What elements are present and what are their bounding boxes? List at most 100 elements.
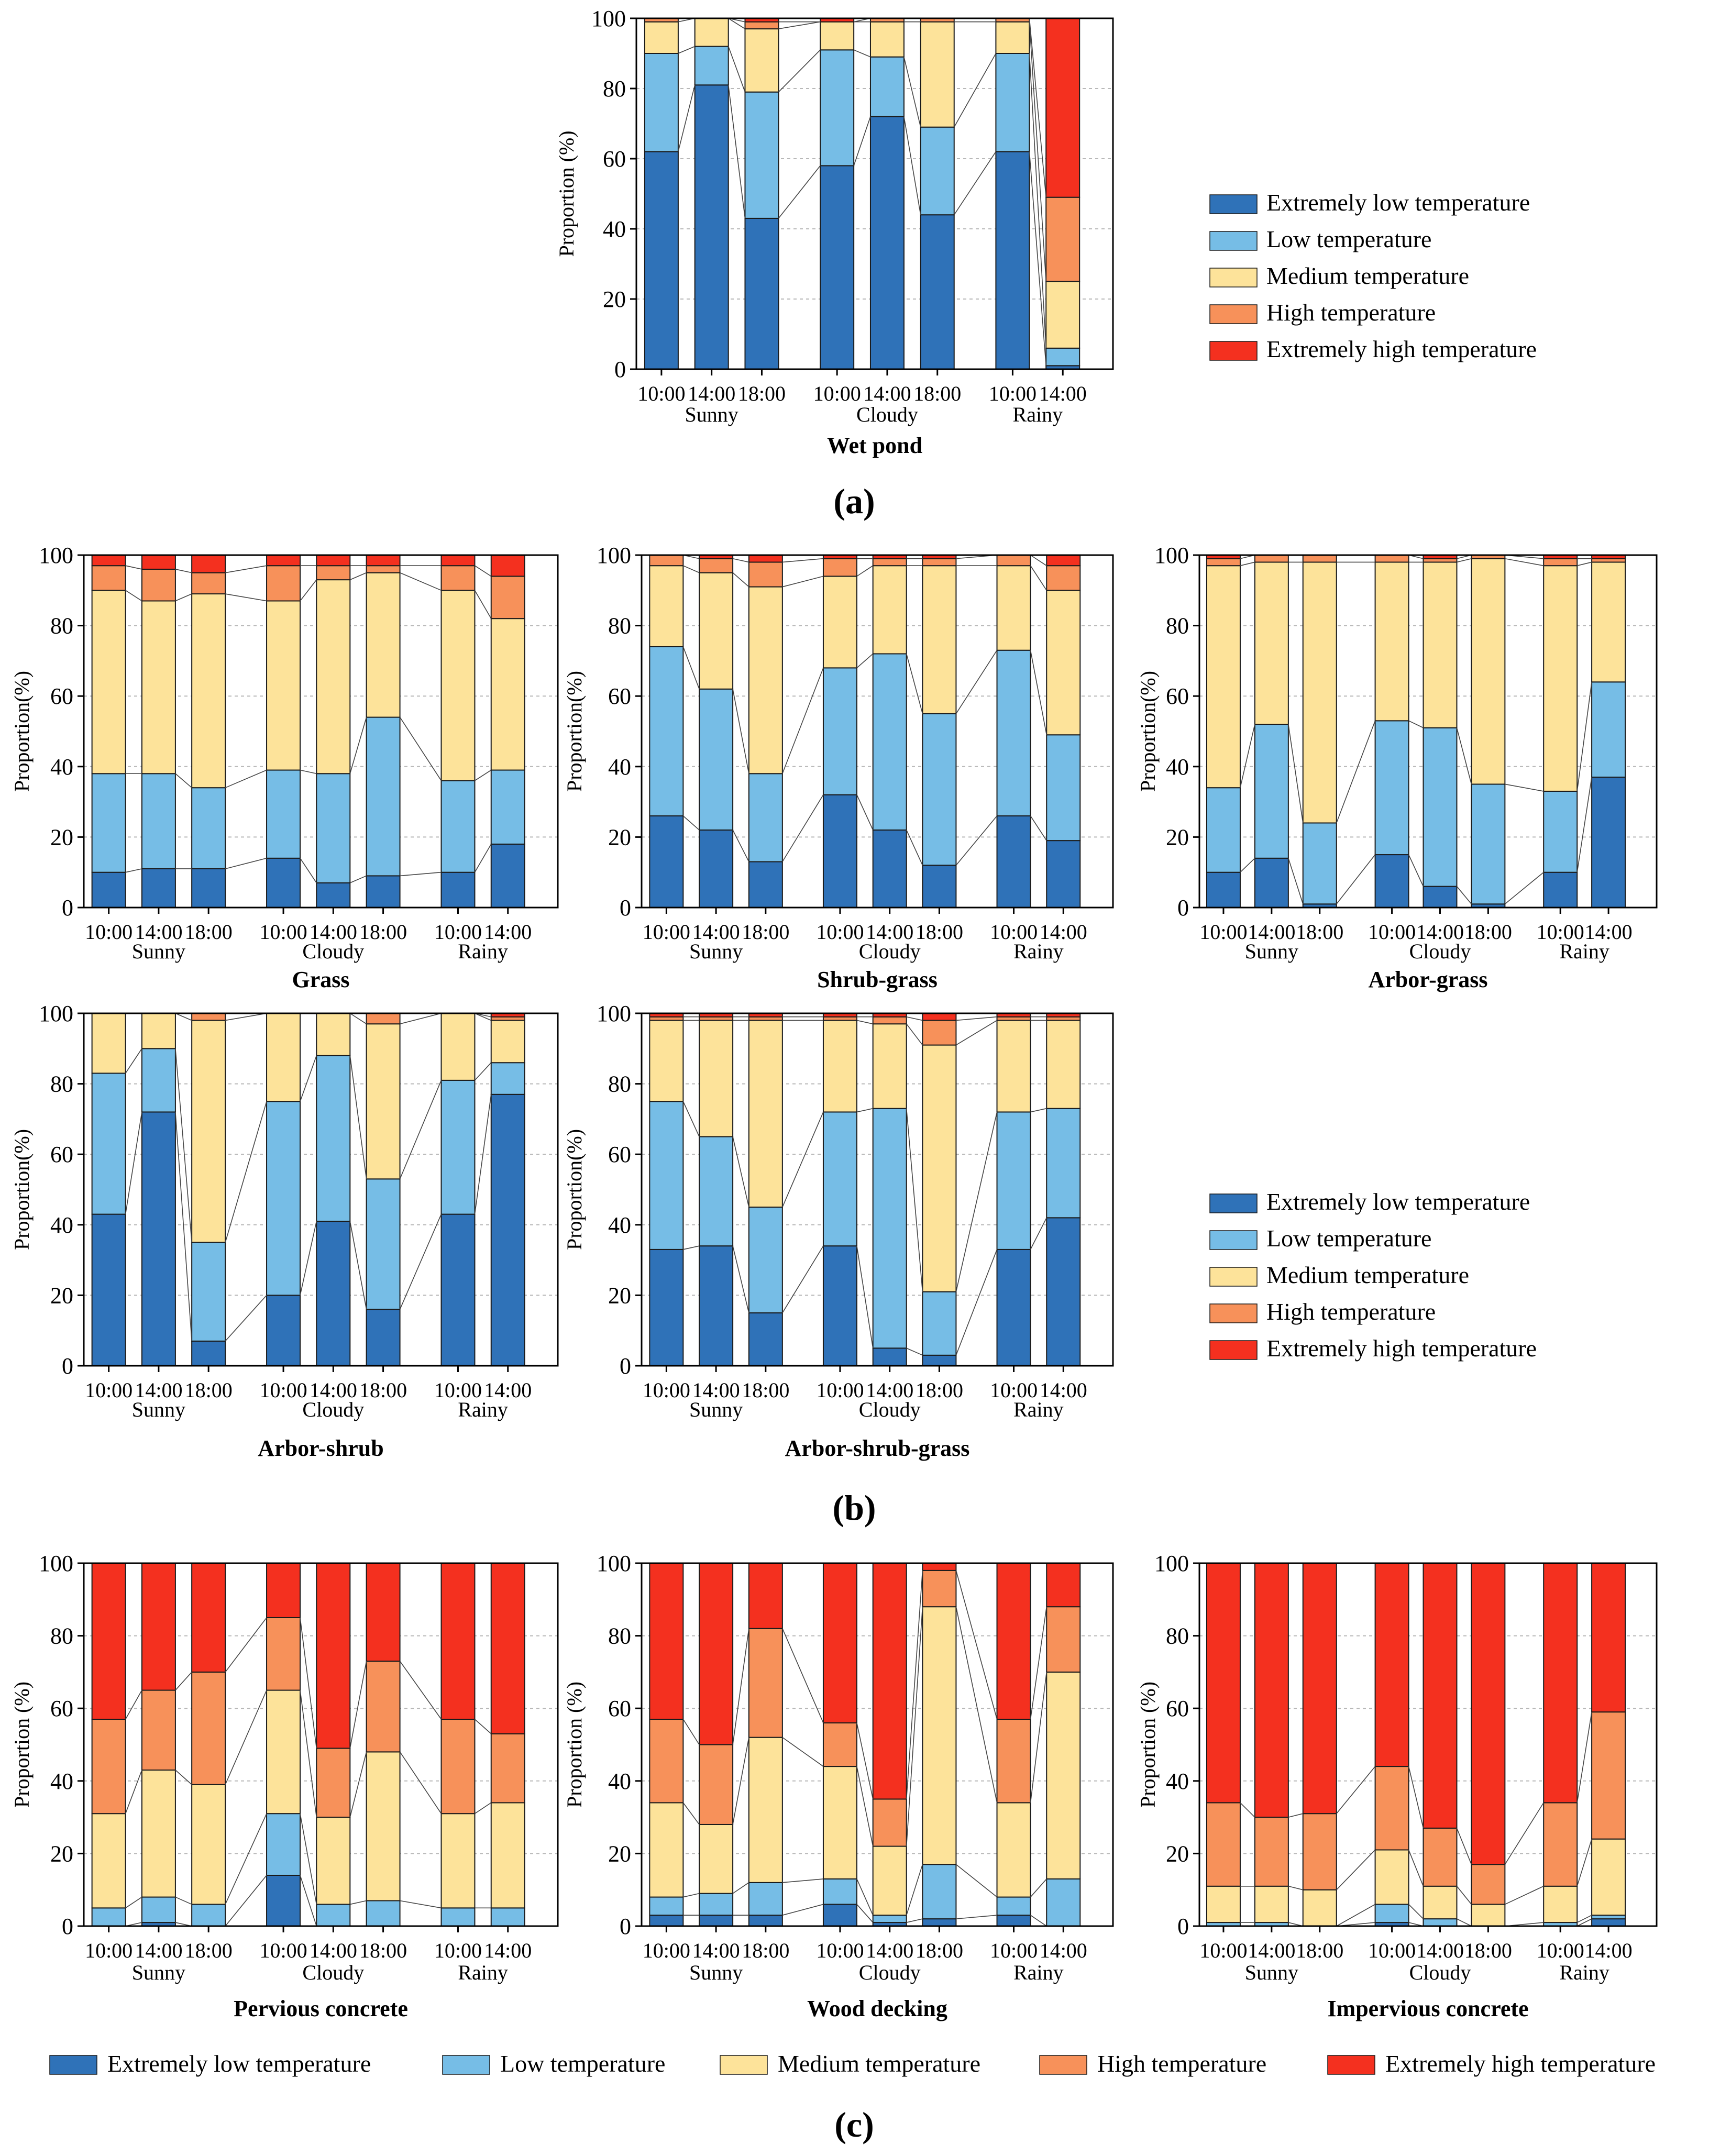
bar-segment xyxy=(1374,1849,1409,1905)
bar-segment xyxy=(922,1291,957,1356)
x-tick-label: 14:00 xyxy=(866,1378,913,1402)
bar-segment xyxy=(1543,1885,1578,1923)
bar-segment xyxy=(996,555,1031,567)
connector-line xyxy=(906,1918,923,1923)
connector-line xyxy=(1288,1885,1303,1890)
bar-segment xyxy=(922,1606,957,1865)
connector-line xyxy=(682,1802,700,1825)
y-tick-label: 80 xyxy=(608,613,631,639)
legend-b: Extremely low temperature Low temperature… xyxy=(1209,1188,1537,1362)
connector-line xyxy=(1504,872,1544,904)
y-tick-label: 80 xyxy=(50,613,73,639)
x-tick-label: 14:00 xyxy=(484,1939,532,1962)
bar-segment xyxy=(191,593,226,789)
bar-segment xyxy=(748,1882,783,1916)
bar-segment xyxy=(191,868,226,908)
group-label: Rainy xyxy=(458,1961,508,1984)
connector-line xyxy=(782,576,824,588)
bar-segment xyxy=(1254,724,1289,859)
connector-line xyxy=(300,858,317,883)
connector-line xyxy=(399,1751,442,1814)
connector-line xyxy=(1576,1918,1592,1927)
connector-line xyxy=(1505,783,1544,792)
bar-segment xyxy=(822,1245,857,1366)
connector-line xyxy=(399,1214,442,1310)
connector-line xyxy=(1336,721,1376,823)
connector-line xyxy=(906,1023,923,1046)
connector-line xyxy=(682,646,700,690)
bar-segment xyxy=(266,1874,301,1927)
x-tick-label: 14:00 xyxy=(866,1939,913,1962)
bar-segment xyxy=(366,1751,401,1901)
y-tick-label: 80 xyxy=(50,1071,73,1097)
y-tick-label: 0 xyxy=(620,1914,631,1939)
bar-segment xyxy=(995,53,1030,152)
x-tick-label: 10:00 xyxy=(85,1378,133,1402)
bar-segment xyxy=(872,1915,907,1923)
connector-line xyxy=(903,57,921,127)
connector-line xyxy=(856,1020,873,1024)
x-tick-label: 14:00 xyxy=(863,382,911,405)
legend-label: Medium temperature xyxy=(1266,1262,1469,1288)
bar-segment xyxy=(1254,857,1289,909)
legend-swatch xyxy=(1039,2055,1087,2075)
x-tick-label: 10:00 xyxy=(434,920,482,944)
x-tick-label: 14:00 xyxy=(692,1378,740,1402)
bar-segment xyxy=(1543,565,1578,792)
connector-line xyxy=(906,1607,923,1847)
bar-segment xyxy=(1046,840,1081,909)
x-tick-label: 10:00 xyxy=(1537,1939,1584,1962)
chart-title: Pervious concrete xyxy=(234,1996,408,2021)
bar-segment xyxy=(1046,1878,1081,1927)
x-tick-label: 14:00 xyxy=(135,920,182,944)
bar-segment xyxy=(1045,18,1080,198)
connector-line xyxy=(1029,21,1047,282)
bar-segment xyxy=(191,1242,226,1342)
bar-segment xyxy=(91,1073,126,1215)
group-label: Sunny xyxy=(1245,1961,1298,1984)
y-axis-label: Proportion(%) xyxy=(10,671,34,792)
bar-segment xyxy=(649,646,684,817)
bar-segment xyxy=(649,555,684,567)
bar-segment xyxy=(744,91,779,219)
bar-segment xyxy=(1206,787,1241,873)
legend-label: High temperature xyxy=(1266,299,1436,326)
connector-line xyxy=(1457,558,1472,563)
bar-segment xyxy=(266,769,301,859)
bar-segment xyxy=(699,572,734,690)
x-tick-label: 10:00 xyxy=(434,1378,482,1402)
bar-segment xyxy=(699,829,734,908)
connector-line xyxy=(1408,1766,1424,1829)
bar-segment xyxy=(316,1013,351,1056)
x-tick-label: 18:00 xyxy=(185,920,233,944)
connector-line xyxy=(399,717,442,781)
x-tick-label: 18:00 xyxy=(1464,1939,1512,1962)
bar-segment xyxy=(649,1718,684,1804)
x-tick-label: 18:00 xyxy=(916,1939,963,1962)
bar-segment xyxy=(490,1020,525,1064)
legend-a: Extremely low temperature Low temperature… xyxy=(1209,189,1537,362)
group-label: Sunny xyxy=(689,939,743,963)
bar-segment xyxy=(266,1813,301,1876)
bar-segment xyxy=(922,565,957,714)
x-tick-label: 10:00 xyxy=(259,1939,307,1962)
connector-line xyxy=(906,1108,923,1292)
bar-segment xyxy=(649,565,684,647)
legend-label: Medium temperature xyxy=(1266,262,1469,289)
plot-frame xyxy=(83,1012,559,1367)
x-tick-label: 10:00 xyxy=(816,920,864,944)
chart-title: Wood decking xyxy=(807,1996,947,2021)
bar-segment xyxy=(366,1661,401,1753)
connector-line xyxy=(782,1737,824,1767)
bar-segment xyxy=(91,1813,126,1909)
legend-swatch xyxy=(1209,1303,1258,1323)
panel-label-a: (a) xyxy=(833,481,875,521)
bar-segment xyxy=(922,558,957,567)
connector-line xyxy=(1456,886,1472,904)
bar-segment xyxy=(366,1178,401,1310)
connector-line xyxy=(782,1112,824,1208)
connector-line xyxy=(856,1722,874,1799)
